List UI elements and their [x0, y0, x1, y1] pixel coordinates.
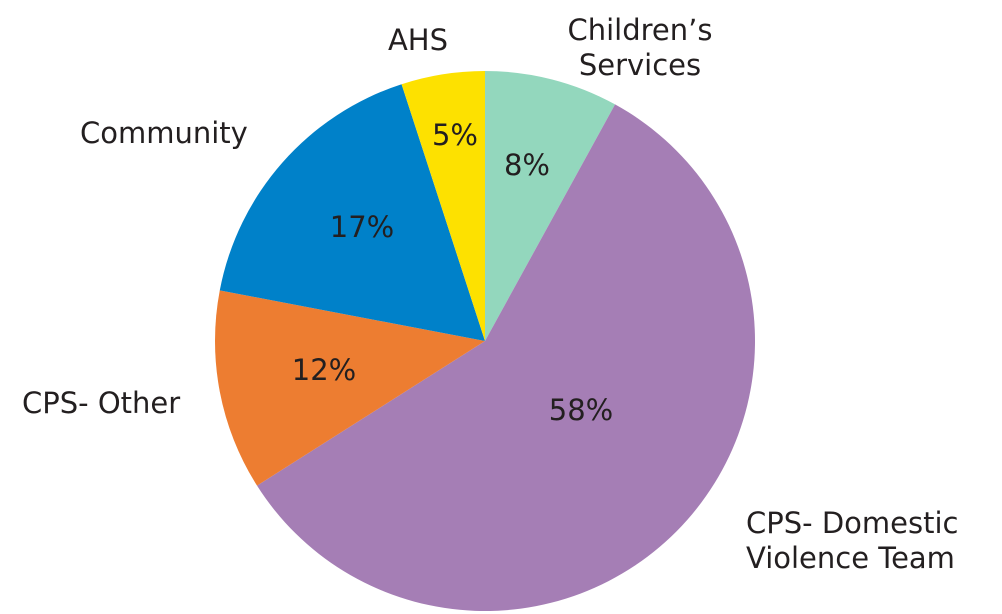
pie-category-label-4: AHS	[388, 23, 448, 57]
pie-slice-2	[214, 290, 485, 486]
pie-category-label-line: CPS- Other	[22, 386, 180, 420]
pie-category-label-line: CPS- Domestic	[746, 506, 958, 540]
pie-slice-3	[219, 84, 485, 342]
pie-category-label-line: Children’s	[568, 13, 713, 47]
pie-category-labels: Children’s Services CPS- Domestic Violence …	[22, 13, 958, 575]
pie-category-label-line: Services	[579, 48, 701, 82]
pie-category-label-2: CPS- Other	[22, 386, 180, 420]
pie-category-label-0: Children’s Services	[568, 13, 713, 82]
pie-slice-0	[485, 71, 616, 341]
pie-value-label-3: 17%	[330, 210, 394, 244]
pie-value-label-1: 58%	[549, 393, 613, 427]
pie-slice-1	[257, 104, 756, 612]
pie-slice-4	[401, 71, 485, 341]
pie-slices	[214, 71, 756, 612]
pie-category-label-line: Community	[80, 116, 248, 150]
pie-category-label-line: AHS	[388, 23, 448, 57]
pie-category-label-3: Community	[80, 116, 248, 150]
pie-value-label-0: 8%	[504, 148, 550, 182]
pie-value-label-4: 5%	[432, 118, 478, 152]
pie-value-label-2: 12%	[292, 353, 356, 387]
pie-category-label-line: Violence Team	[746, 541, 955, 575]
pie-category-label-1: CPS- Domestic Violence Team	[746, 506, 958, 575]
pie-value-labels: 8% 58% 12% 17% 5%	[292, 118, 613, 427]
